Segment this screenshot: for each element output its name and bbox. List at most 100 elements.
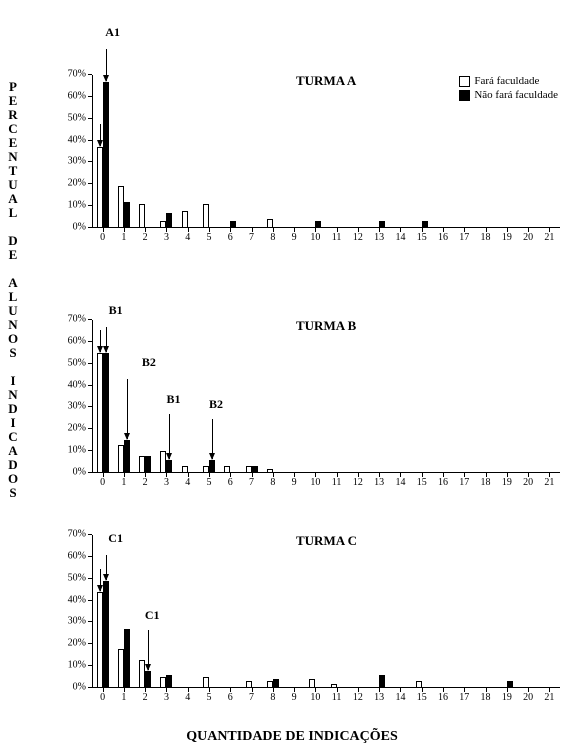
x-tick-label: 3 [164,692,169,703]
y-tick-label: 30% [68,156,86,167]
panel-turma-c: 0%10%20%30%40%50%60%70%01234567891011121… [60,525,565,710]
y-tick-label: 60% [68,550,86,561]
x-tick-label: 20 [523,232,533,243]
y-tick-label: 20% [68,423,86,434]
bar-black [103,353,109,473]
x-tick-label: 3 [164,232,169,243]
x-tick-label: 1 [121,692,126,703]
bar-black [124,440,130,473]
annotation-label: B2 [202,397,230,412]
x-tick-label: 6 [228,232,233,243]
legend: Fará faculdadeNão fará faculdade [459,75,558,103]
annotation-arrow [169,414,170,459]
annotation-label: C1 [102,531,130,546]
x-tick-label: 2 [143,477,148,488]
y-axis-label: PERCENTUALDEALUNOSINDICADOS [6,80,20,500]
annotation-label: A1 [99,25,127,40]
bar-black [145,456,151,473]
panel-turma-b: 0%10%20%30%40%50%60%70%01234567891011121… [60,310,565,495]
bar-white [267,469,273,473]
x-tick-label: 20 [523,477,533,488]
y-tick-label: 70% [68,314,86,325]
x-tick-label: 9 [292,477,297,488]
bar-black [507,681,513,688]
annotation-label: B2 [135,355,163,370]
bar-white [246,681,252,688]
y-tick-label: 20% [68,178,86,189]
panel-title: TURMA B [296,318,356,334]
x-tick-label: 8 [270,692,275,703]
x-tick-label: 19 [502,692,512,703]
x-tick-label: 12 [353,692,363,703]
bar-white [182,466,188,473]
x-axis-label: QUANTIDADE DE INDICAÇÕES [0,729,584,745]
y-tick-label: 10% [68,200,86,211]
y-tick-label: 70% [68,529,86,540]
y-tick-label: 10% [68,660,86,671]
x-tick-label: 10 [310,477,320,488]
x-tick-label: 15 [417,232,427,243]
annotation-arrow [148,630,149,670]
bar-black [379,675,385,688]
bar-black [422,221,428,228]
bar-black [124,629,130,688]
x-tick-label: 10 [310,692,320,703]
y-tick-label: 0% [73,682,86,693]
x-tick-label: 0 [100,477,105,488]
y-tick-label: 50% [68,357,86,368]
bar-black [145,671,151,688]
y-tick-label: 30% [68,616,86,627]
x-tick-label: 5 [207,232,212,243]
bar-white [416,681,422,688]
bar-black [166,460,172,473]
x-tick-label: 5 [207,477,212,488]
x-tick-label: 0 [100,232,105,243]
x-tick-label: 7 [249,232,254,243]
y-tick-label: 60% [68,90,86,101]
bar-white [224,466,230,473]
x-tick-label: 11 [332,692,342,703]
annotation-arrow [106,49,107,81]
y-tick-label: 60% [68,335,86,346]
x-tick-label: 14 [395,477,405,488]
x-tick-label: 14 [395,232,405,243]
x-tick-label: 18 [481,477,491,488]
bar-white [203,677,209,688]
bar-white [267,219,273,228]
x-tick-label: 15 [417,477,427,488]
annotation-label: B1 [159,392,187,407]
bar-black [103,82,109,228]
bar-white [203,204,209,228]
x-tick-label: 4 [185,477,190,488]
panel-title: TURMA A [296,73,356,89]
x-tick-label: 17 [459,692,469,703]
x-tick-label: 18 [481,692,491,703]
bar-black [103,581,109,688]
bar-black [166,675,172,688]
y-tick-label: 50% [68,572,86,583]
x-tick-label: 10 [310,232,320,243]
y-tick-label: 0% [73,467,86,478]
x-tick-label: 13 [374,232,384,243]
x-tick-label: 17 [459,477,469,488]
bar-white [182,211,188,228]
x-tick-label: 3 [164,477,169,488]
x-tick-label: 14 [395,692,405,703]
x-tick-label: 15 [417,692,427,703]
x-tick-label: 8 [270,477,275,488]
x-tick-label: 18 [481,232,491,243]
x-tick-label: 1 [121,232,126,243]
x-tick-label: 16 [438,477,448,488]
y-tick-label: 30% [68,401,86,412]
x-tick-label: 17 [459,232,469,243]
x-tick-label: 12 [353,232,363,243]
legend-label: Fará faculdade [474,75,539,87]
bar-black [209,460,215,473]
x-tick-label: 6 [228,692,233,703]
x-tick-label: 9 [292,232,297,243]
annotation-arrow [100,569,101,591]
y-tick-label: 20% [68,638,86,649]
x-tick-label: 0 [100,692,105,703]
x-tick-label: 8 [270,232,275,243]
panel-title: TURMA C [296,533,357,549]
